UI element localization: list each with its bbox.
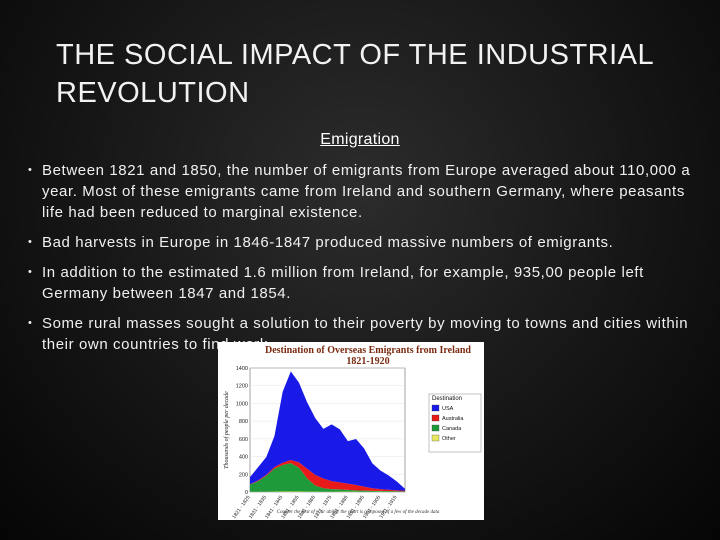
bullet-item: • Some rural masses sought a solution to… bbox=[28, 313, 698, 355]
y-axis-label: Thousands of people per decade bbox=[223, 391, 230, 469]
legend-swatch bbox=[431, 404, 440, 412]
legend-label: Other bbox=[442, 436, 456, 442]
bullet-dot: • bbox=[28, 236, 33, 248]
legend-label: Australia bbox=[442, 416, 464, 422]
legend-box bbox=[428, 393, 482, 453]
legend-swatch bbox=[431, 434, 440, 442]
chart-note: Counter the best of your ability the cha… bbox=[276, 510, 440, 515]
chart-title: Destination of Overseas Emigrants from I… bbox=[264, 345, 471, 367]
series-area-canada bbox=[250, 463, 405, 492]
y-tick-label: 800 bbox=[239, 419, 248, 425]
bullet-item: • Between 1821 and 1850, the number of e… bbox=[28, 160, 698, 223]
bullet-text: Between 1821 and 1850, the number of emi… bbox=[42, 162, 691, 221]
y-tick-label: 400 bbox=[239, 455, 248, 461]
bullet-item: • In addition to the estimated 1.6 milli… bbox=[28, 262, 698, 304]
bullet-item: • Bad harvests in Europe in 1846-1847 pr… bbox=[28, 232, 698, 253]
legend-label: USA bbox=[442, 406, 454, 412]
legend-title: Destination bbox=[432, 396, 462, 402]
emigration-chart: 1400 1200 1000 800 600 400 200 0 1821 - 1825 1831… bbox=[218, 342, 484, 520]
legend-swatch bbox=[431, 424, 440, 432]
series-area-australia bbox=[250, 460, 405, 492]
bullet-list: • Between 1821 and 1850, the number of e… bbox=[28, 160, 698, 364]
y-tick-label: 1200 bbox=[236, 384, 248, 390]
bullet-text: Some rural masses sought a solution to t… bbox=[42, 315, 689, 353]
y-tick-label: 200 bbox=[239, 472, 248, 478]
series-area-usa bbox=[250, 371, 405, 491]
bullet-text: In addition to the estimated 1.6 million… bbox=[42, 264, 644, 302]
bullet-dot: • bbox=[28, 317, 33, 329]
bullet-dot: • bbox=[28, 266, 33, 278]
legend-label: Canada bbox=[442, 426, 462, 432]
y-tick-label: 1400 bbox=[236, 366, 248, 372]
y-tick-label: 1000 bbox=[236, 401, 248, 407]
section-subtitle: Emigration bbox=[320, 131, 400, 148]
bullet-dot: • bbox=[28, 164, 33, 176]
bullet-text: Bad harvests in Europe in 1846-1847 prod… bbox=[42, 234, 614, 251]
y-tick-label: 600 bbox=[239, 437, 248, 443]
legend-swatch bbox=[431, 414, 440, 422]
y-tick-label: 0 bbox=[245, 490, 248, 496]
slide-title: THE SOCIAL IMPACT OF THE INDUSTRIAL REVO… bbox=[56, 39, 654, 109]
